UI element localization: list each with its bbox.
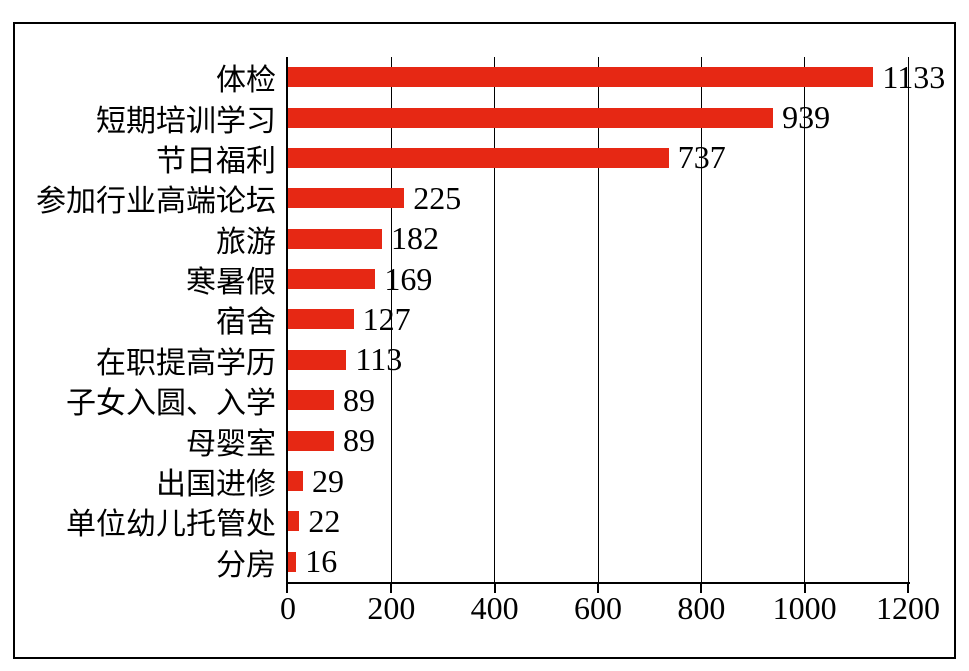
x-tick-label-1200: 1200 bbox=[876, 590, 940, 626]
gridline-x-200 bbox=[390, 57, 392, 582]
category-label: 出国进修 bbox=[156, 468, 276, 502]
value-label: 225 bbox=[413, 179, 462, 216]
table-row: 母婴室 89 bbox=[15, 420, 908, 461]
x-tick-label-1000: 1000 bbox=[772, 590, 837, 626]
x-tick-800 bbox=[700, 584, 703, 593]
x-tick-400 bbox=[493, 584, 496, 593]
table-row: 短期培训学习 939 bbox=[15, 97, 908, 138]
value-label: 22 bbox=[308, 502, 341, 539]
category-label: 单位幼儿托管处 bbox=[66, 508, 276, 542]
table-row: 子女入圆、入学 89 bbox=[15, 380, 908, 421]
value-label: 113 bbox=[355, 341, 403, 378]
bar bbox=[288, 430, 334, 451]
category-label: 短期培训学习 bbox=[96, 104, 276, 138]
gridline-x-1000 bbox=[804, 57, 806, 582]
bar bbox=[288, 551, 297, 572]
bar bbox=[288, 269, 376, 290]
bar bbox=[288, 107, 774, 128]
table-row: 出国进修 29 bbox=[15, 461, 908, 502]
category-label: 寒暑假 bbox=[186, 266, 276, 300]
category-label: 在职提高学历 bbox=[96, 346, 276, 380]
table-row: 单位幼儿托管处 22 bbox=[15, 501, 908, 542]
x-tick-label-200: 200 bbox=[367, 590, 416, 626]
table-row: 参加行业高端论坛 225 bbox=[15, 178, 908, 219]
table-row: 宿舍 127 bbox=[15, 299, 908, 340]
bar bbox=[288, 309, 354, 330]
bar bbox=[288, 67, 874, 88]
y-axis-line bbox=[286, 57, 288, 593]
x-tick-label-400: 400 bbox=[470, 590, 519, 626]
value-label: 89 bbox=[342, 422, 375, 459]
bar bbox=[288, 147, 669, 168]
x-tick-600 bbox=[597, 584, 599, 593]
bar bbox=[288, 349, 347, 370]
x-tick-label-0: 0 bbox=[280, 590, 296, 626]
chart-frame: 体检 1133 短期培训学习 939 节日福利 737 参加行业高端论坛 225 旅游 182 寒暑… bbox=[13, 22, 956, 659]
table-row: 在职提高学历 113 bbox=[15, 340, 908, 380]
category-label: 母婴室 bbox=[186, 427, 276, 461]
value-label: 737 bbox=[677, 139, 726, 176]
x-tick-1200 bbox=[907, 584, 909, 593]
category-label: 宿舍 bbox=[216, 306, 276, 340]
value-label: 939 bbox=[782, 99, 831, 136]
table-row: 体检 1133 bbox=[15, 57, 945, 98]
x-tick-200 bbox=[390, 584, 393, 593]
bar bbox=[288, 188, 405, 209]
x-tick-1000 bbox=[803, 584, 806, 593]
category-label: 参加行业高端论坛 bbox=[36, 185, 276, 219]
bar bbox=[288, 228, 383, 249]
bar-rows: 体检 1133 短期培训学习 939 节日福利 737 参加行业高端论坛 225 旅游 182 寒暑… bbox=[15, 57, 945, 582]
bar bbox=[288, 471, 303, 492]
gridline-x-400 bbox=[494, 57, 496, 582]
table-row: 分房 16 bbox=[15, 542, 908, 582]
value-label: 89 bbox=[342, 381, 375, 418]
category-label: 子女入圆、入学 bbox=[66, 387, 276, 421]
table-row: 节日福利 737 bbox=[15, 138, 908, 178]
bar bbox=[288, 390, 334, 411]
category-label: 分房 bbox=[216, 548, 276, 582]
x-tick-label-600: 600 bbox=[574, 590, 622, 626]
plot-area bbox=[286, 57, 910, 593]
category-label: 旅游 bbox=[216, 225, 276, 259]
value-label: 127 bbox=[362, 300, 411, 337]
x-tick-label-800: 800 bbox=[677, 590, 726, 626]
value-label: 169 bbox=[384, 260, 433, 297]
gridline-x-800 bbox=[700, 57, 702, 582]
value-label: 1133 bbox=[882, 58, 946, 95]
gridline-x-1200 bbox=[907, 57, 909, 582]
x-axis-line bbox=[286, 582, 910, 584]
category-label: 节日福利 bbox=[156, 144, 276, 178]
category-label: 体检 bbox=[216, 64, 276, 98]
value-label: 16 bbox=[305, 543, 338, 580]
table-row: 寒暑假 169 bbox=[15, 259, 908, 300]
bar bbox=[288, 511, 300, 532]
value-label: 182 bbox=[391, 220, 440, 257]
table-row: 旅游 182 bbox=[15, 219, 908, 259]
x-axis-labels: 0 200 400 600 800 1000 1200 bbox=[280, 590, 940, 634]
value-label: 29 bbox=[311, 462, 344, 499]
gridline-x-600 bbox=[597, 57, 599, 582]
